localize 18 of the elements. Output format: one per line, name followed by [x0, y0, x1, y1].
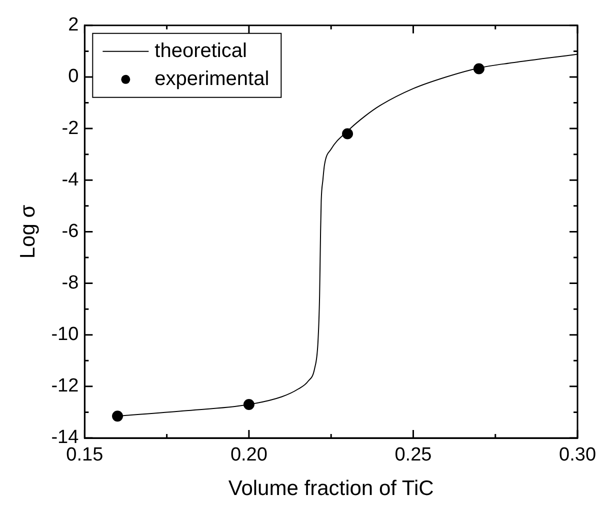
y-tick-label: 2	[68, 14, 79, 36]
y-tick-label: -12	[51, 376, 79, 397]
y-tick-label: 0	[68, 66, 79, 88]
x-tick-label: 0.20	[230, 444, 268, 466]
y-tick-label: -2	[62, 118, 79, 139]
y-axis-title: Log σ	[16, 204, 40, 259]
x-tick-label: 0.25	[394, 444, 432, 466]
y-tick-label: -4	[62, 169, 80, 190]
y-tick-label: -10	[51, 324, 79, 346]
point	[342, 128, 354, 140]
y-tick-label: -8	[62, 272, 79, 294]
x-tick-label: 0.30	[559, 444, 596, 466]
point	[243, 398, 254, 410]
legend-label: theoretical	[154, 40, 247, 62]
y-tick-label: -6	[62, 220, 79, 242]
legend-label: experimental	[154, 68, 270, 90]
point	[112, 410, 124, 422]
x-axis-title: Volume fraction of TiC	[228, 477, 434, 500]
